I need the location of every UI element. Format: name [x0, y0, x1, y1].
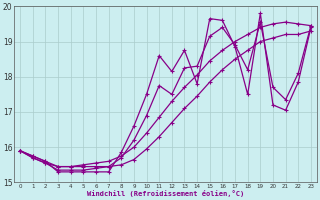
X-axis label: Windchill (Refroidissement éolien,°C): Windchill (Refroidissement éolien,°C) — [87, 190, 244, 197]
